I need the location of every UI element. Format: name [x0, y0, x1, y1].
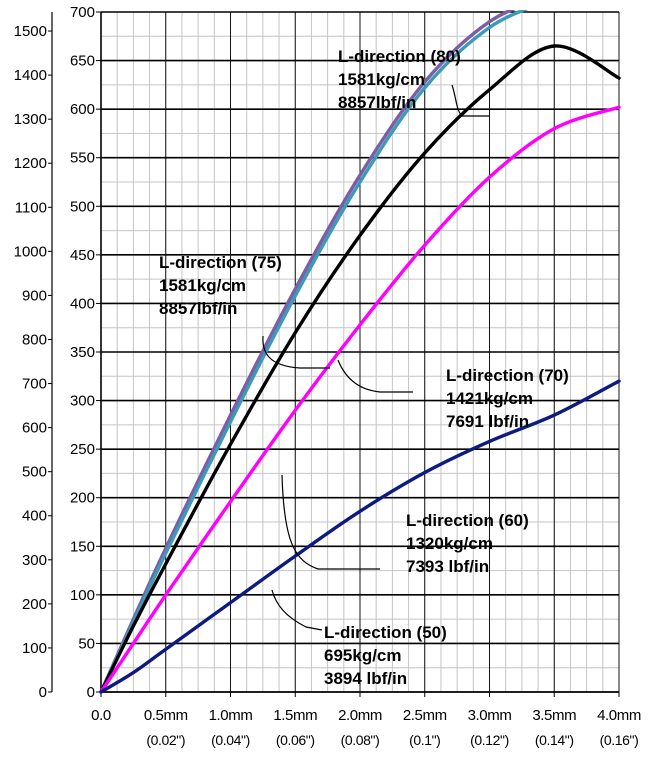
y-tick-label-outer: 900	[22, 287, 47, 304]
anno-70-leader	[337, 359, 413, 393]
y-tick-label-outer: 600	[22, 420, 47, 437]
x-tick-sublabel: (0.06")	[276, 732, 315, 748]
y-tick-label-inner: 0	[87, 684, 95, 701]
y-tick-label-inner: 550	[70, 150, 95, 167]
tick-labels: 0 50 100 150 200 250 300 350 400 450 500 550 600 650 7…	[14, 4, 642, 748]
annotation-line: L-direction (50)	[324, 623, 447, 642]
x-tick-label: 0.0	[91, 707, 111, 724]
y-tick-label-outer: 300	[22, 552, 47, 569]
anno-80: L-direction (80) 1581kg/cm 8857lbf/in	[338, 47, 461, 112]
x-tick-sublabel: (0.1")	[409, 732, 440, 748]
annotation-leaders	[262, 84, 490, 631]
y-tick-label-inner: 500	[70, 198, 95, 215]
grid-major	[100, 11, 620, 693]
annotation-line: 7691 lbf/in	[446, 412, 529, 431]
y-tick-label-outer: 0	[39, 684, 47, 701]
y-tick-label-inner: 300	[70, 393, 95, 410]
y-tick-label-outer: 1100	[15, 199, 47, 216]
x-tick-label: 3.5mm	[532, 707, 576, 724]
y-tick-label-outer: 1400	[14, 67, 47, 84]
y-tick-label-outer: 400	[22, 508, 47, 525]
x-tick-label: 1.0mm	[209, 707, 253, 724]
anno-50-leader	[271, 589, 323, 631]
y-tick-label-inner: 450	[70, 247, 95, 264]
y-tick-label-inner: 700	[70, 4, 95, 21]
x-tick-sublabel: (0.12")	[470, 732, 509, 748]
y-tick-label-inner: 600	[70, 101, 95, 118]
x-tick-label: 1.5mm	[273, 707, 317, 724]
annotations: L-direction (80) 1581kg/cm 8857lbf/inL-dir…	[159, 47, 569, 688]
series-line-2	[99, 10, 529, 694]
y-tick-label-inner: 100	[70, 587, 95, 604]
y-tick-label-inner: 400	[70, 295, 95, 312]
x-tick-sublabel: (0.02")	[146, 732, 185, 748]
x-tick-sublabel: (0.16")	[600, 732, 639, 748]
y-tick-label-outer: 1500	[14, 23, 47, 40]
series-line-5	[99, 379, 621, 694]
annotation-line: 1581kg/cm	[338, 70, 425, 89]
x-tick-label: 2.5mm	[403, 707, 447, 724]
annotation-line: L-direction (80)	[338, 47, 461, 66]
anno-70: L-direction (70) 1421kg/cm 7691 lbf/in	[446, 366, 569, 431]
annotation-line: L-direction (70)	[446, 366, 569, 385]
series-line-3	[99, 44, 621, 694]
anno-80-leader	[451, 84, 490, 117]
annotation-line: L-direction (75)	[159, 253, 282, 272]
anno-60: L-direction (60) 1320kg/cm 7393 lbf/in	[406, 511, 529, 576]
y-tick-label-outer: 1300	[14, 111, 47, 128]
annotation-line: 1320kg/cm	[406, 534, 493, 553]
anno-75-leader	[262, 335, 330, 369]
y-tick-label-inner: 650	[70, 53, 95, 70]
y-tick-label-outer: 700	[22, 376, 47, 393]
x-tick-label: 4.0mm	[597, 707, 641, 724]
annotation-line: 695kg/cm	[324, 646, 402, 665]
y-tick-label-inner: 200	[70, 490, 95, 507]
anno-75: L-direction (75) 1581kg/cm 8857lbf/in	[159, 253, 282, 318]
x-tick-sublabel: (0.14")	[535, 732, 574, 748]
x-tick-label: 0.5mm	[144, 707, 188, 724]
y-tick-label-outer: 1000	[14, 243, 47, 260]
x-tick-sublabel: (0.08")	[341, 732, 380, 748]
annotation-line: 1421kg/cm	[446, 389, 533, 408]
y-tick-label-outer: 100	[22, 640, 47, 657]
annotation-line: 3894 lbf/in	[324, 669, 407, 688]
y-tick-label-outer: 1200	[14, 155, 47, 172]
anno-60-leader	[281, 474, 380, 570]
annotation-line: 8857lbf/in	[338, 93, 416, 112]
y-tick-label-inner: 350	[70, 344, 95, 361]
series-layer	[99, 10, 621, 694]
anno-50: L-direction (50) 695kg/cm 3894 lbf/in	[324, 623, 447, 688]
x-tick-sublabel: (0.04")	[211, 732, 250, 748]
x-tick-label: 3.0mm	[468, 707, 512, 724]
y-tick-label-inner: 150	[70, 538, 95, 555]
annotation-line: 1581kg/cm	[159, 276, 246, 295]
annotation-line: L-direction (60)	[406, 511, 529, 530]
annotation-line: 7393 lbf/in	[406, 557, 489, 576]
series-line-1	[99, 10, 516, 694]
y-tick-label-outer: 500	[22, 464, 47, 481]
y-tick-label-outer: 200	[22, 596, 47, 613]
y-tick-label-inner: 50	[78, 635, 95, 652]
y-tick-label-inner: 250	[70, 441, 95, 458]
y-tick-label-outer: 800	[22, 331, 47, 348]
x-tick-label: 2.0mm	[338, 707, 382, 724]
series-line-4	[99, 105, 621, 694]
annotation-line: 8857lbf/in	[159, 299, 237, 318]
